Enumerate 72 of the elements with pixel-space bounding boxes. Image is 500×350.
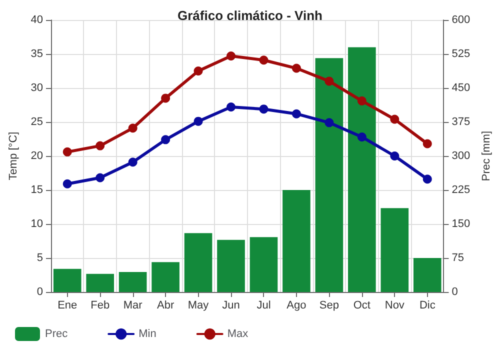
y2-tick-label: 450	[452, 82, 470, 94]
y2-tick-label: 300	[452, 150, 470, 162]
y2-tick-label: 375	[452, 116, 470, 128]
legend-label: Min	[138, 328, 156, 340]
y-tick-label: 10	[30, 218, 43, 230]
point	[422, 139, 432, 148]
bar	[380, 208, 409, 292]
point	[62, 179, 72, 188]
y-tick-label: 0	[36, 286, 43, 298]
y2-tick-label: 150	[452, 218, 470, 230]
x-tick-label: Ago	[286, 300, 306, 312]
y-axis-title: Temp [°C]	[8, 132, 20, 180]
y2-tick-label: 0	[452, 286, 458, 298]
y-tick-label: 15	[30, 184, 43, 196]
x-tick-label: Feb	[90, 300, 110, 312]
point	[390, 114, 400, 124]
bar	[184, 233, 212, 292]
point	[324, 76, 334, 86]
point	[62, 147, 72, 156]
y-tick-label: 40	[30, 14, 43, 26]
point	[161, 94, 170, 103]
y-tick-label: 25	[30, 116, 43, 128]
x-tick-label: Nov	[384, 300, 405, 312]
x-tick-label: Abr	[156, 300, 174, 312]
bar	[250, 237, 278, 292]
x-tick-label: Sep	[319, 300, 339, 312]
x-tick-label: Jun	[222, 300, 240, 312]
x-tick-label: Oct	[353, 300, 370, 312]
point	[226, 102, 236, 112]
y2-tick-label: 600	[452, 14, 470, 26]
legend-label: Prec	[45, 328, 68, 340]
point	[357, 96, 366, 106]
bar	[53, 268, 82, 292]
point	[422, 174, 432, 184]
x-tick-label: Jul	[256, 300, 271, 312]
bar	[152, 262, 180, 292]
point	[194, 116, 203, 126]
point	[357, 132, 366, 142]
x-tick-label: Dic	[419, 300, 436, 312]
point	[128, 158, 138, 167]
y-tick-label: 5	[36, 252, 43, 264]
point	[96, 173, 105, 182]
y2-tick-label: 225	[452, 184, 470, 196]
point	[161, 135, 170, 144]
y-tick-label: 20	[30, 150, 43, 162]
y-tick-label: 30	[30, 82, 43, 94]
bar	[413, 258, 442, 292]
point	[259, 104, 268, 114]
point	[259, 56, 268, 65]
point	[292, 64, 301, 73]
legend-label: Max	[227, 328, 249, 340]
point	[128, 124, 138, 133]
bar	[282, 190, 310, 292]
bar	[348, 47, 376, 292]
point	[292, 109, 301, 118]
point	[194, 66, 203, 76]
y2-tick-label: 525	[452, 48, 470, 60]
chart-title: Gráfico climático - Vinh	[178, 8, 323, 23]
y2-axis-title: Prec [mm]	[480, 130, 492, 182]
point	[324, 118, 334, 128]
bar	[217, 240, 245, 292]
point	[226, 52, 236, 61]
bar	[315, 58, 344, 292]
x-tick-label: May	[188, 300, 210, 312]
y-tick-label: 35	[30, 48, 43, 60]
point	[390, 152, 400, 160]
x-tick-label: Mar	[123, 300, 143, 312]
y2-tick-label: 75	[452, 252, 464, 264]
point	[96, 141, 105, 150]
bar	[118, 272, 147, 292]
x-tick-label: Ene	[58, 300, 78, 312]
bar	[86, 274, 114, 292]
